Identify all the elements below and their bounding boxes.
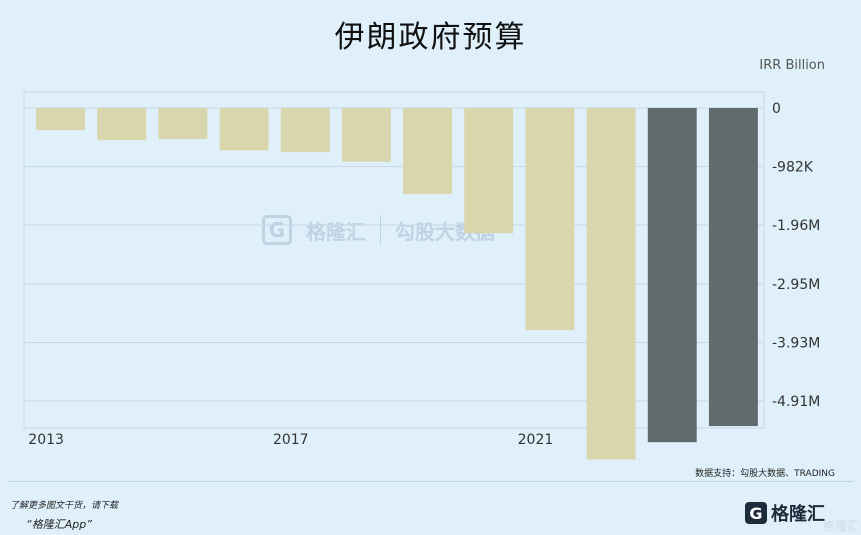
bar-2016 (219, 108, 269, 151)
promo-line-1: 了解更多图文干货，请下载 (10, 501, 119, 511)
bar-2021 (525, 108, 575, 330)
bar-2024 (708, 108, 758, 427)
watermark-left-text: 格隆汇 (306, 219, 366, 244)
y-tick-label: 0 (772, 101, 781, 117)
bar-2018 (341, 108, 391, 162)
chart-title: 伊朗政府预算 (334, 20, 527, 55)
unit-label: IRR Billion (759, 58, 825, 73)
y-tick-label: -1.96M (772, 218, 820, 234)
y-tick-label: -4.91M (772, 394, 820, 410)
bar-2013 (36, 108, 86, 131)
corner-watermark: 格隆汇 (822, 519, 859, 533)
brand-mark-icon: G (745, 502, 767, 524)
y-tick-label: -2.95M (772, 277, 820, 293)
bar-2014 (97, 108, 147, 141)
y-tick-label: -982K (772, 160, 814, 176)
bar-2015 (158, 108, 208, 140)
watermark-logo-icon: G (262, 215, 292, 245)
brand-logo: G 格隆汇 (745, 500, 825, 526)
bar-2017 (280, 108, 330, 153)
promo-line-2: “格隆汇App” (26, 518, 92, 531)
footer-divider (8, 481, 853, 483)
source-note: 数据支持：勾股大数据、TRADING (695, 469, 835, 479)
y-tick-label: -3.93M (772, 336, 820, 352)
bar-2020 (464, 108, 514, 234)
bar-2022 (586, 108, 636, 460)
brand-name: 格隆汇 (771, 504, 825, 525)
x-tick-label: 2013 (28, 432, 64, 448)
watermark-separator (380, 215, 381, 245)
x-tick-label: 2021 (518, 432, 554, 448)
bar-2019 (403, 108, 453, 194)
plot-area (23, 91, 765, 429)
x-tick-label: 2017 (273, 432, 309, 448)
bar-2023 (647, 108, 697, 443)
